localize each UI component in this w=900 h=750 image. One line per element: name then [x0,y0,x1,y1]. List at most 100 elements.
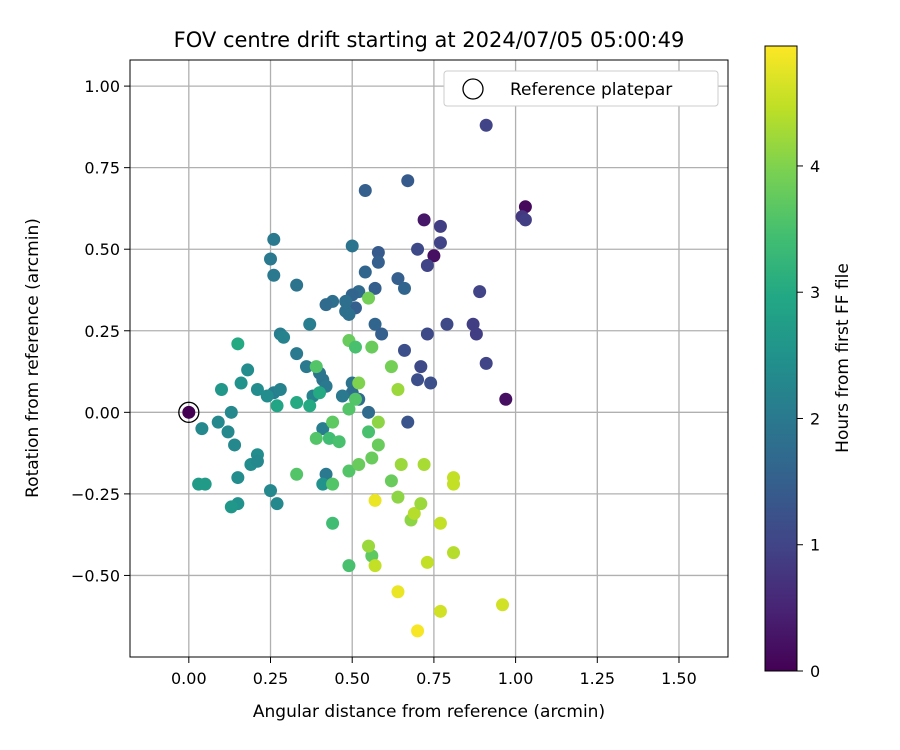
data-point [358,183,372,197]
y-tick-label: 0.75 [84,159,120,178]
x-tick-label: 1.00 [498,669,534,688]
data-point [270,399,284,413]
data-point [319,467,333,481]
data-point [339,294,353,308]
data-point [362,425,376,439]
data-point [397,281,411,295]
data-point [303,317,317,331]
data-point [371,245,385,259]
x-tick-label: 0.00 [171,669,207,688]
data-point [231,471,245,485]
data-point [479,118,493,132]
x-axis-label: Angular distance from reference (arcmin) [253,702,605,722]
data-point [224,500,238,514]
y-axis-ticks: −0.50 −0.25 0.00 0.25 0.50 0.75 1.00 [71,77,130,585]
data-point [499,392,513,406]
data-point [466,317,480,331]
data-point [375,327,389,341]
data-point [326,477,340,491]
data-point [420,259,434,273]
data-point [411,624,425,638]
data-point [371,415,385,429]
legend: Reference platepar [443,70,719,107]
legend-label-reference-platepar: Reference platepar [510,80,672,100]
data-point [518,213,532,227]
colorbar-gradient [764,45,798,672]
data-point [250,454,264,468]
data-point [309,360,323,374]
data-point [342,402,356,416]
data-point [358,265,372,279]
x-tick-label: 0.25 [253,669,289,688]
data-point [365,549,379,563]
data-point [335,389,349,403]
x-axis-ticks: 0.00 0.25 0.50 0.75 1.00 1.25 1.50 [171,657,697,688]
data-point [469,327,483,341]
data-point [342,307,356,321]
data-point [273,382,287,396]
data-point [411,242,425,256]
data-point [440,317,454,331]
data-point [270,497,284,511]
colorbar-tick-label: 3 [810,283,820,302]
data-point [313,386,327,400]
data-point [309,431,323,445]
data-point [228,438,242,452]
data-point [290,278,304,292]
data-point [433,219,447,233]
data-point [368,317,382,331]
data-point [290,467,304,481]
data-point [316,422,330,436]
data-point [214,382,228,396]
data-point [479,356,493,370]
data-point [264,484,278,498]
data-point [371,438,385,452]
data-point [182,405,196,419]
reference-marker-layer [178,401,200,423]
data-point [391,382,405,396]
data-point [352,458,366,472]
data-point [332,435,346,449]
data-point [397,343,411,357]
data-point [348,340,362,354]
data-point [303,399,317,413]
data-point [394,458,408,472]
legend-box [443,70,719,107]
data-point [391,272,405,286]
data-point [348,392,362,406]
data-point [371,255,385,269]
colorbar-tick-label: 4 [810,157,820,176]
data-point [414,497,428,511]
data-point [267,268,281,282]
data-point [345,239,359,253]
y-tick-label: 0.25 [84,322,120,341]
data-point [365,340,379,354]
data-point [447,546,461,560]
colorbar-label: Hours from first FF file [833,263,853,453]
data-point [234,376,248,390]
data-point [277,330,291,344]
colorbar-tick-label: 0 [810,662,820,681]
data-point [365,451,379,465]
y-tick-label: 1.00 [84,77,120,96]
data-point [420,327,434,341]
x-tick-label: 1.50 [661,669,697,688]
data-point [384,360,398,374]
data-point [290,396,304,410]
y-tick-label: −0.50 [71,566,120,585]
data-point [447,477,461,491]
data-points [182,118,532,638]
y-axis-label: Rotation from reference (arcmin) [23,218,43,498]
colorbar-tick-label: 1 [810,536,820,555]
x-tick-label: 0.50 [334,669,370,688]
plot-frame [129,59,729,658]
chart-title: FOV centre drift starting at 2024/07/05 … [174,28,685,52]
data-point [427,249,441,263]
data-point [342,559,356,573]
data-point [352,376,366,390]
data-point [290,347,304,361]
data-point [420,555,434,569]
x-tick-label: 0.75 [416,669,452,688]
data-point [368,281,382,295]
data-point [391,490,405,504]
